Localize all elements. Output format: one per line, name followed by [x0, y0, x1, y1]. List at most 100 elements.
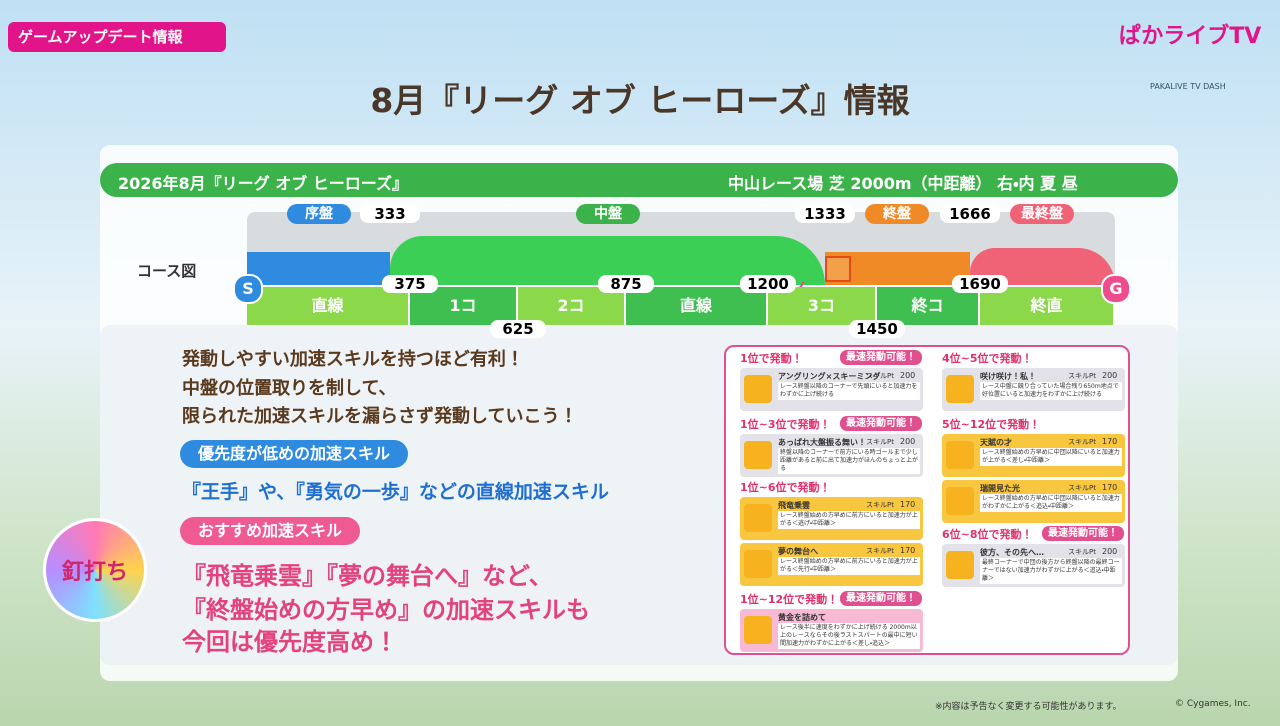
- segment: 1コ: [410, 287, 516, 325]
- group-header: 1位~3位で発動！: [740, 418, 831, 431]
- skill-card: 黄金を詰めて レース後半に速度をわずかに上げ続ける 2000m以上のレースならその…: [740, 609, 923, 652]
- skill-card: 瑞開見た光 スキルPt 170 レース終盤始めの方早めに中団以降にいると加速力がわずか…: [942, 480, 1125, 523]
- segment: 2コ: [518, 287, 624, 325]
- group-header: 4位~5位で発動！: [942, 352, 1033, 365]
- segment: 直線: [247, 287, 408, 325]
- rec-line: 今回は優先度高め！: [182, 628, 398, 656]
- skill-icon: [946, 375, 974, 403]
- skill-card: 天賦の才 スキルPt 170 レース終盤始めの方早めに中団以降にいると加速力が上がる＜…: [942, 434, 1125, 477]
- segment-mark: 625: [490, 320, 546, 338]
- skill-icon: [744, 550, 772, 578]
- skill-desc: レース中盤に競り合っていた場合残り650m地点で好位置にいると加速力をわずかに上…: [980, 382, 1122, 400]
- group-header: 1位で発動！: [740, 352, 803, 365]
- group-header: 1位~6位で発動！: [740, 481, 831, 494]
- race-bar: [100, 163, 1178, 197]
- segment: 3コ: [768, 287, 875, 325]
- skill-icon: [744, 375, 772, 403]
- skill-card: アングリング×スキーミング スキルPt 200 レース終盤以降のコーナーで先頭にいると…: [740, 368, 923, 411]
- pt-label: スキルPt: [1068, 372, 1096, 380]
- skill-icon: [744, 504, 772, 532]
- spurt-marker: [825, 256, 851, 282]
- pt-value: 200: [900, 371, 916, 380]
- skill-card: 彼方、その先へ… スキルPt 200 最終コーナーで中団の後方から終盤以降の最終コーナ…: [942, 544, 1125, 587]
- skill-icon: [946, 487, 974, 515]
- course-label: コース図: [137, 262, 197, 280]
- race-info: 中山レース場 芝 2000m（中距離） 右・内 夏 昼: [728, 174, 1078, 193]
- pt-label: スキルPt: [1068, 484, 1096, 492]
- start-marker: S: [233, 274, 263, 304]
- phase-mark: 1666: [940, 205, 1000, 223]
- skill-icon: [946, 441, 974, 469]
- pt-label: スキルPt: [1068, 548, 1096, 556]
- phase-label: 最終盤: [1010, 204, 1074, 224]
- skill-name: 夢の舞台へ: [778, 547, 818, 556]
- badge: 釘打ち: [43, 518, 147, 622]
- intro-line: 中盤の位置取りを制して、: [182, 378, 397, 399]
- skill-name: 咲け咲け！私！: [980, 372, 1036, 381]
- segment-mark: 1200: [740, 275, 796, 293]
- intro-line: 発動しやすい加速スキルを持つほど有利！: [182, 349, 524, 370]
- pt-value: 200: [1102, 371, 1118, 380]
- fast-badge: 最速発動可能！: [840, 591, 922, 606]
- skill-card: あっぱれ大盤振る舞い！ スキルPt 200 終盤以降のコーナーで前方にいる時ゴールまで…: [740, 434, 923, 477]
- phase-label: 序盤: [287, 204, 351, 224]
- title: 8月『リーグ オブ ヒーローズ』情報: [370, 81, 910, 120]
- goal-marker: G: [1101, 274, 1131, 304]
- segment-mark: 1450: [849, 320, 905, 338]
- skill-card: 夢の舞台へ スキルPt 170 レース終盤始めの方早めに前方にいると加速力が上がる＜先…: [740, 543, 923, 586]
- skill-name: 飛竜乗雲: [778, 501, 810, 510]
- skill-desc: 最終コーナーで中団の後方から終盤以降の最終コーナーではない加速力がわずかに上がる…: [980, 558, 1122, 584]
- skill-name: あっぱれ大盤振る舞い！: [778, 438, 866, 447]
- skill-name: 黄金を詰めて: [778, 613, 826, 622]
- fast-badge: 最速発動可能！: [1042, 526, 1124, 541]
- skill-desc: レース終盤以降のコーナーで先頭にいると加速力をわずかに上げ続ける: [778, 382, 920, 400]
- copyright: © Cygames, Inc.: [1175, 699, 1251, 709]
- fast-badge: 最速発動可能！: [840, 416, 922, 431]
- segment-mark: 375: [382, 275, 438, 293]
- phase-label: 中盤: [576, 204, 640, 224]
- skill-name: 彼方、その先へ…: [980, 548, 1044, 557]
- low-text: 『王手』や、『勇気の一歩』などの直線加速スキル: [182, 481, 609, 503]
- pt-value: 170: [1102, 437, 1118, 446]
- pt-label: スキルPt: [866, 438, 894, 446]
- skill-desc: レース終盤始めの方早めに前方にいると加速力が上がる＜先行・中距離＞: [778, 557, 920, 575]
- course-band: [247, 252, 390, 285]
- skill-name: アングリング×スキーミング: [778, 372, 881, 381]
- logo: ぱかライブTV: [1118, 24, 1262, 49]
- logo-sub: PAKALIVE TV DASH: [1150, 82, 1226, 91]
- intro-line: 限られた加速スキルを漏らさず発動していこう！: [182, 406, 578, 427]
- group-header: 5位~12位で発動！: [942, 418, 1041, 431]
- skill-name: 天賦の才: [980, 438, 1012, 447]
- segment: 終直: [980, 287, 1113, 325]
- pt-value: 170: [900, 500, 916, 509]
- skill-icon: [744, 616, 772, 644]
- group-header: 6位~8位で発動！: [942, 528, 1033, 541]
- pt-value: 170: [1102, 483, 1118, 492]
- segment: 終コ: [877, 287, 978, 325]
- skill-card: 咲け咲け！私！ スキルPt 200 レース中盤に競り合っていた場合残り650m地点で好…: [942, 368, 1125, 411]
- phase-mark: 333: [360, 205, 420, 223]
- rec-heading: おすすめ加速スキル: [180, 517, 361, 545]
- race-name: 2026年8月『リーグ オブ ヒーローズ』: [118, 174, 409, 193]
- segment-mark: 875: [598, 275, 654, 293]
- segment: 直線: [626, 287, 766, 325]
- skill-name: 瑞開見た光: [980, 484, 1020, 493]
- footer-note: ※内容は予告なく変更する可能性があります。: [935, 702, 1122, 712]
- skill-desc: 終盤以降のコーナーで前方にいる時ゴールまで少し距離があると前に出て加速力がほんの…: [778, 448, 920, 474]
- pt-label: スキルPt: [1068, 438, 1096, 446]
- low-heading: 優先度が低めの加速スキル: [180, 440, 409, 468]
- group-header: 1位~12位で発動！: [740, 593, 839, 606]
- fast-badge: 最速発動可能！: [840, 350, 922, 365]
- pt-value: 200: [1102, 547, 1118, 556]
- pt-value: 200: [900, 437, 916, 446]
- skill-desc: レース終盤始めの方早めに前方にいると加速力が上がる＜逃げ・中距離＞: [778, 511, 920, 529]
- skill-desc: レース終盤始めの方早めに中団以降にいると加速力が上がる＜差し・中距離＞: [980, 448, 1122, 466]
- segment-mark: 1690: [952, 275, 1008, 293]
- skill-desc: レース後半に速度をわずかに上げ続ける 2000m以上のレースならその後ラストスパ…: [778, 623, 920, 649]
- pt-label: スキルPt: [866, 547, 894, 555]
- pt-label: スキルPt: [866, 501, 894, 509]
- skill-icon: [744, 441, 772, 469]
- pt-label: スキルPt: [866, 372, 894, 380]
